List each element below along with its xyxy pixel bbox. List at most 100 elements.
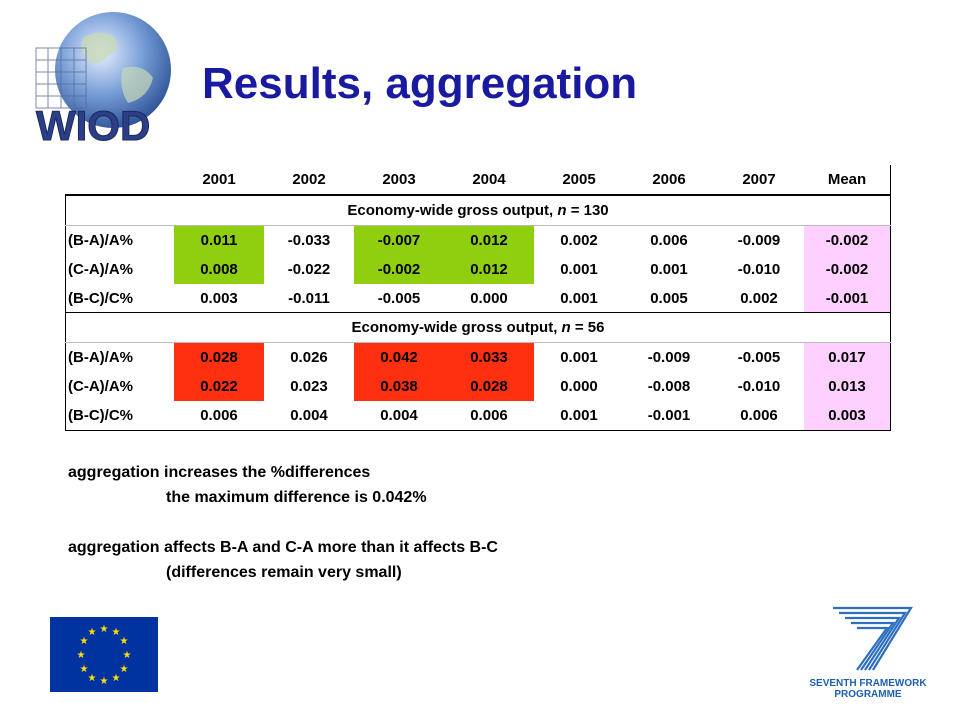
table-cell: 0.006 <box>714 401 804 432</box>
section-header-row: Economy-wide gross output, n = 130 <box>65 194 891 226</box>
table-cell: 0.038 <box>354 372 444 402</box>
fp7-line1: SEVENTH FRAMEWORK <box>809 678 927 689</box>
header-cell: 2003 <box>382 170 416 188</box>
svg-text:★: ★ <box>112 673 121 684</box>
table-cell: -0.005 <box>377 289 421 307</box>
row-label: (B-C)/C% <box>65 401 174 432</box>
note-line: aggregation affects B-A and C-A more tha… <box>68 539 498 556</box>
svg-text:★: ★ <box>100 676 109 687</box>
table-cell: -0.010 <box>737 378 781 396</box>
header-cell: 2004 <box>472 170 506 188</box>
section-title: Economy-wide gross output, n = 130 <box>65 194 891 226</box>
table-cell: -0.001 <box>804 283 891 313</box>
table-cell: 0.001 <box>560 349 598 367</box>
note-line: aggregation increases the %differences <box>68 464 371 481</box>
table-cell: 0.028 <box>444 372 534 402</box>
table-row: (B-A)/A% 0.028 0.026 0.042 0.033 0.001 -… <box>65 342 891 373</box>
svg-text:★: ★ <box>77 650 86 661</box>
svg-text:★: ★ <box>123 650 132 661</box>
table-cell: 0.042 <box>354 342 444 373</box>
header-cell: 2001 <box>202 170 236 188</box>
table-row: (C-A)/A% 0.022 0.023 0.038 0.028 0.000 -… <box>65 372 891 402</box>
table-cell: 0.006 <box>444 401 534 432</box>
table-cell: 0.028 <box>174 342 264 373</box>
table-cell: -0.002 <box>354 254 444 284</box>
section-header-row: Economy-wide gross output, n = 56 <box>65 312 891 344</box>
wiod-globe-logo: WIOD <box>35 12 171 148</box>
header-cell: 2005 <box>562 170 596 188</box>
svg-text:★: ★ <box>88 673 97 684</box>
table-cell: 0.012 <box>444 225 534 255</box>
table-cell: -0.008 <box>647 378 691 396</box>
eu-stars-icon: ★ ★ ★ ★ ★ ★ ★ ★ ★ ★ ★ ★ <box>77 624 132 687</box>
table-cell: 0.001 <box>560 289 598 307</box>
slide-title: Results, aggregation <box>202 59 638 108</box>
svg-text:★: ★ <box>80 664 89 675</box>
table-header-row: 2001 2002 2003 2004 2005 2006 2007 Mean <box>65 165 891 195</box>
table-cell: 0.013 <box>804 372 891 402</box>
table-cell: 0.017 <box>804 342 891 373</box>
table-cell: 0.026 <box>290 349 328 367</box>
notes-block: aggregation increases the %differences t… <box>68 460 498 585</box>
table-cell: -0.010 <box>737 260 781 278</box>
table-cell: 0.008 <box>174 254 264 284</box>
table-cell: -0.007 <box>354 225 444 255</box>
table-cell: 0.000 <box>470 289 508 307</box>
table-cell: 0.001 <box>534 401 624 432</box>
table-cell: -0.002 <box>804 254 891 284</box>
note-line: (differences remain very small) <box>166 564 402 581</box>
table-cell: 0.022 <box>174 372 264 402</box>
table-cell: -0.001 <box>624 401 714 432</box>
table-cell: -0.009 <box>647 349 691 367</box>
table-cell: -0.005 <box>737 349 781 367</box>
row-label: (B-C)/C% <box>65 283 174 313</box>
table-cell: 0.023 <box>290 378 328 396</box>
table-row: (B-A)/A% 0.011 -0.033 -0.007 0.012 0.002… <box>65 225 891 255</box>
section-title: Economy-wide gross output, n = 56 <box>65 312 891 344</box>
table-cell: -0.011 <box>288 289 330 307</box>
svg-text:★: ★ <box>120 664 129 675</box>
header-cell: 2006 <box>652 170 686 188</box>
fp7-logo: SEVENTH FRAMEWORK PROGRAMME <box>809 606 927 700</box>
header-cell: 2007 <box>742 170 776 188</box>
table-cell: 0.001 <box>560 260 598 278</box>
table-cell: 0.033 <box>444 342 534 373</box>
wiod-logo-text: WIOD <box>36 102 150 148</box>
table-cell: 0.002 <box>560 231 598 249</box>
table-cell: 0.001 <box>650 260 688 278</box>
table-cell: 0.004 <box>264 401 354 432</box>
table-cell: 0.003 <box>804 401 891 432</box>
table-cell: 0.003 <box>200 289 238 307</box>
table-row: (B-C)/C% 0.003 -0.011 -0.005 0.000 0.001… <box>65 283 891 313</box>
row-label: (C-A)/A% <box>65 372 174 402</box>
table-cell: 0.011 <box>174 225 264 255</box>
table-cell: 0.004 <box>354 401 444 432</box>
results-table: 2001 2002 2003 2004 2005 2006 2007 Mean … <box>65 165 891 432</box>
table-cell: 0.000 <box>560 378 598 396</box>
row-label: (C-A)/A% <box>65 254 174 284</box>
table-row: (B-C)/C% 0.006 0.004 0.004 0.006 0.001 -… <box>65 401 891 432</box>
table-cell: 0.012 <box>444 254 534 284</box>
eu-flag-logo: ★ ★ ★ ★ ★ ★ ★ ★ ★ ★ ★ ★ <box>50 617 158 692</box>
svg-text:★: ★ <box>112 627 121 638</box>
table-cell: -0.022 <box>287 260 331 278</box>
table-cell: 0.006 <box>650 231 688 249</box>
svg-text:★: ★ <box>88 627 97 638</box>
table-cell: 0.002 <box>740 289 778 307</box>
svg-text:★: ★ <box>100 624 109 635</box>
table-row: (C-A)/A% 0.008 -0.022 -0.002 0.012 0.001… <box>65 254 891 284</box>
fp7-line2: PROGRAMME <box>834 689 902 700</box>
row-label: (B-A)/A% <box>65 225 174 255</box>
table-cell: -0.033 <box>287 231 331 249</box>
header-cell: Mean <box>804 165 891 195</box>
table-cell: -0.009 <box>737 231 781 249</box>
table-cell: 0.005 <box>650 289 688 307</box>
svg-text:★: ★ <box>120 636 129 647</box>
header-cell <box>66 165 175 195</box>
table-cell: -0.002 <box>804 225 891 255</box>
table-cell: 0.006 <box>174 401 264 432</box>
note-line: the maximum difference is 0.042% <box>166 489 427 506</box>
svg-text:★: ★ <box>80 636 89 647</box>
header-cell: 2002 <box>292 170 326 188</box>
row-label: (B-A)/A% <box>65 342 174 373</box>
